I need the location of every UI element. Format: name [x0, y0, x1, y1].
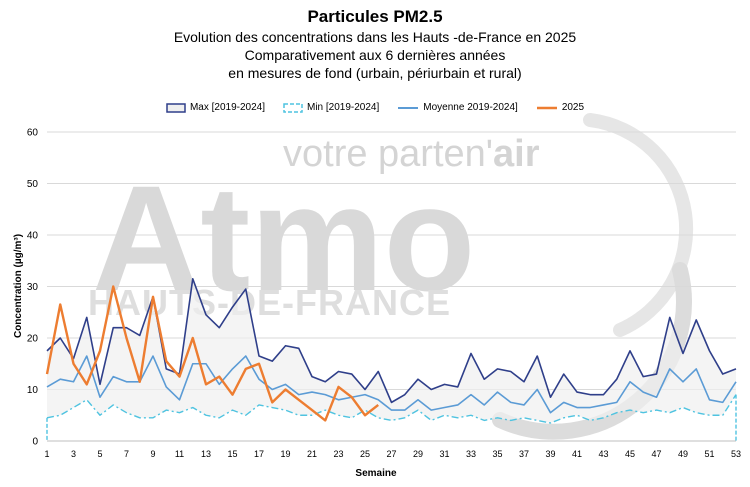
legend-item-min: Min [2019-2024]	[283, 102, 379, 113]
y-tick-label: 60	[27, 128, 39, 139]
chart-band	[47, 278, 736, 423]
watermark-tagline: votre parten'air	[283, 133, 540, 175]
x-tick-label: 21	[307, 449, 317, 459]
legend-swatch-2025	[536, 106, 557, 109]
chart-subtitle-3: en mesures de fond (urbain, périurbain e…	[228, 65, 522, 81]
x-axis-label: Semaine	[355, 468, 397, 479]
x-tick-label: 11	[175, 449, 184, 459]
x-tick-label: 41	[572, 449, 582, 459]
y-tick-label: 50	[27, 179, 39, 190]
x-tick-label: 29	[413, 449, 423, 459]
y-tick-label: 10	[27, 385, 39, 396]
legend-item-max: Max [2019-2024]	[166, 102, 265, 113]
x-tick-label: 51	[704, 449, 714, 459]
legend-label-min: Min [2019-2024]	[307, 102, 380, 113]
x-tick-label: 13	[201, 449, 211, 459]
watermark-region: HAUTS-DE-FRANCE	[88, 282, 451, 323]
y-tick-label: 20	[27, 334, 39, 345]
y-tick-label: 0	[32, 437, 38, 448]
watermark-arc-outer	[583, 113, 694, 337]
x-tick-label: 49	[678, 449, 688, 459]
series-line-min	[46, 394, 737, 424]
x-tick-label: 35	[492, 449, 502, 459]
x-tick-label: 45	[625, 449, 635, 459]
chart-series	[45, 277, 737, 441]
x-tick-label: 53	[731, 449, 741, 459]
x-tick-label: 39	[545, 449, 555, 459]
legend-item-mean: Moyenne 2019-2024]	[397, 102, 518, 113]
x-tick-label: 47	[651, 449, 661, 459]
chart-titles: Particules PM2.5 Evolution des concentra…	[0, 6, 750, 82]
chart-title: Particules PM2.5	[307, 7, 443, 26]
x-tick-label: 33	[466, 449, 476, 459]
y-axis-label: Concentration (µg/m³)	[13, 234, 24, 338]
x-tick-label: 17	[254, 449, 264, 459]
series-line-mean	[46, 355, 737, 414]
x-tick-label: 7	[124, 449, 129, 459]
legend-swatch-max	[166, 102, 186, 113]
x-tick-label: 27	[386, 449, 396, 459]
chart-subtitle-1: Evolution des concentrations dans les Ha…	[173, 29, 577, 45]
x-tick-label: 19	[280, 449, 290, 459]
watermark-logo: votre parten'air Atmo HAUTS-DE-FRANCE	[88, 113, 694, 440]
y-tick-label: 40	[27, 231, 39, 242]
legend-label-mean: Moyenne 2019-2024]	[423, 102, 518, 113]
watermark-brand: Atmo	[92, 154, 475, 322]
x-tick-label: 43	[598, 449, 608, 459]
y-tick-label: 30	[27, 282, 39, 293]
x-tick-label: 3	[71, 449, 76, 459]
x-tick-label: 9	[150, 449, 155, 459]
x-tick-label: 1	[44, 449, 49, 459]
x-tick-label: 37	[519, 449, 529, 459]
legend-swatch-min	[283, 102, 303, 113]
band-max-min	[47, 278, 736, 423]
x-tick-label: 25	[360, 449, 370, 459]
legend-item-2025: 2025	[536, 102, 584, 113]
x-tick-label: 15	[227, 449, 237, 459]
legend-label-2025: 2025	[561, 102, 585, 113]
x-tick-label: 31	[439, 449, 449, 459]
x-tick-label: 23	[333, 449, 343, 459]
legend-swatch-mean	[398, 106, 419, 109]
x-tick-label: 5	[97, 449, 102, 459]
series-line-y2025	[45, 285, 379, 422]
legend-label-max: Max [2019-2024]	[189, 102, 265, 113]
chart-subtitle-2: Comparativement aux 6 dernières années	[244, 47, 506, 63]
chart-legend: Max [2019-2024] Min [2019-2024] Moyenne …	[0, 102, 750, 113]
